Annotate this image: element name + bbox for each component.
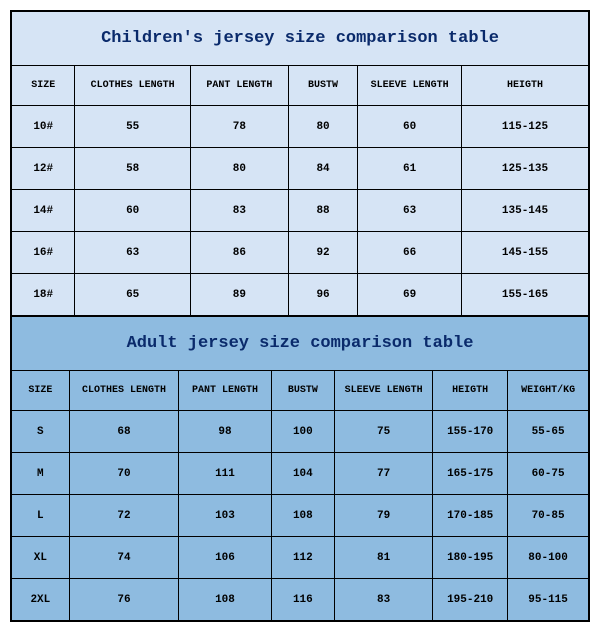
children-cell: 55 [75,106,190,148]
children-row: 10#55788060115-125 [12,106,589,148]
adult-title-row: Adult jersey size comparison table [12,317,589,371]
adult-cell: 70-85 [508,495,589,537]
adult-cell: S [12,411,70,453]
children-cell: 115-125 [462,106,589,148]
adult-cell: L [12,495,70,537]
adult-cell: 79 [335,495,433,537]
children-cell: 80 [190,148,288,190]
children-cell: 84 [288,148,357,190]
children-cell: 92 [288,232,357,274]
children-cell: 10# [12,106,75,148]
children-col-header: HEIGTH [462,66,589,106]
children-cell: 135-145 [462,190,589,232]
children-cell: 66 [358,232,462,274]
adult-row: L7210310879170-18570-85 [12,495,589,537]
children-col-header: SIZE [12,66,75,106]
children-row: 16#63869266145-155 [12,232,589,274]
adult-cell: XL [12,537,70,579]
children-row: 12#58808461125-135 [12,148,589,190]
children-row: 18#65899669155-165 [12,274,589,316]
adult-cell: 106 [179,537,271,579]
children-cell: 65 [75,274,190,316]
adult-cell: 98 [179,411,271,453]
children-cell: 88 [288,190,357,232]
adult-cell: M [12,453,70,495]
children-cell: 60 [75,190,190,232]
adult-cell: 80-100 [508,537,589,579]
children-col-header: BUSTW [288,66,357,106]
children-cell: 80 [288,106,357,148]
adult-cell: 103 [179,495,271,537]
size-chart-container: Children's jersey size comparison table … [10,10,590,622]
children-size-table: Children's jersey size comparison table … [11,11,589,316]
children-header-row: SIZECLOTHES LENGTHPANT LENGTHBUSTWSLEEVE… [12,66,589,106]
adult-cell: 70 [69,453,179,495]
children-cell: 78 [190,106,288,148]
children-cell: 58 [75,148,190,190]
adult-col-header: PANT LENGTH [179,371,271,411]
adult-cell: 111 [179,453,271,495]
adult-header-row: SIZECLOTHES LENGTHPANT LENGTHBUSTWSLEEVE… [12,371,589,411]
children-cell: 61 [358,148,462,190]
adult-col-header: CLOTHES LENGTH [69,371,179,411]
adult-cell: 60-75 [508,453,589,495]
adult-cell: 112 [271,537,334,579]
children-cell: 86 [190,232,288,274]
children-cell: 125-135 [462,148,589,190]
children-cell: 69 [358,274,462,316]
adult-cell: 77 [335,453,433,495]
children-cell: 83 [190,190,288,232]
adult-title: Adult jersey size comparison table [12,317,589,371]
adult-cell: 100 [271,411,334,453]
adult-cell: 104 [271,453,334,495]
adult-cell: 74 [69,537,179,579]
adult-cell: 75 [335,411,433,453]
adult-cell: 68 [69,411,179,453]
adult-row: M7011110477165-17560-75 [12,453,589,495]
children-col-header: PANT LENGTH [190,66,288,106]
children-cell: 96 [288,274,357,316]
children-col-header: CLOTHES LENGTH [75,66,190,106]
adult-cell: 108 [271,495,334,537]
adult-col-header: HEIGTH [433,371,508,411]
adult-row: XL7410611281180-19580-100 [12,537,589,579]
children-cell: 63 [358,190,462,232]
children-cell: 16# [12,232,75,274]
children-cell: 145-155 [462,232,589,274]
children-title-row: Children's jersey size comparison table [12,12,589,66]
children-cell: 18# [12,274,75,316]
adult-col-header: WEIGHT/KG [508,371,589,411]
adult-col-header: SIZE [12,371,70,411]
children-cell: 155-165 [462,274,589,316]
children-cell: 14# [12,190,75,232]
children-title: Children's jersey size comparison table [12,12,589,66]
adult-cell: 180-195 [433,537,508,579]
children-cell: 63 [75,232,190,274]
children-cell: 89 [190,274,288,316]
adult-cell: 155-170 [433,411,508,453]
children-col-header: SLEEVE LENGTH [358,66,462,106]
adult-col-header: BUSTW [271,371,334,411]
adult-size-table: Adult jersey size comparison table SIZEC… [11,316,589,621]
adult-cell: 55-65 [508,411,589,453]
adult-cell: 81 [335,537,433,579]
adult-cell: 72 [69,495,179,537]
children-cell: 60 [358,106,462,148]
adult-cell: 165-175 [433,453,508,495]
adult-col-header: SLEEVE LENGTH [335,371,433,411]
adult-cell: 170-185 [433,495,508,537]
adult-row: S689810075155-17055-65 [12,411,589,453]
children-cell: 12# [12,148,75,190]
children-row: 14#60838863135-145 [12,190,589,232]
